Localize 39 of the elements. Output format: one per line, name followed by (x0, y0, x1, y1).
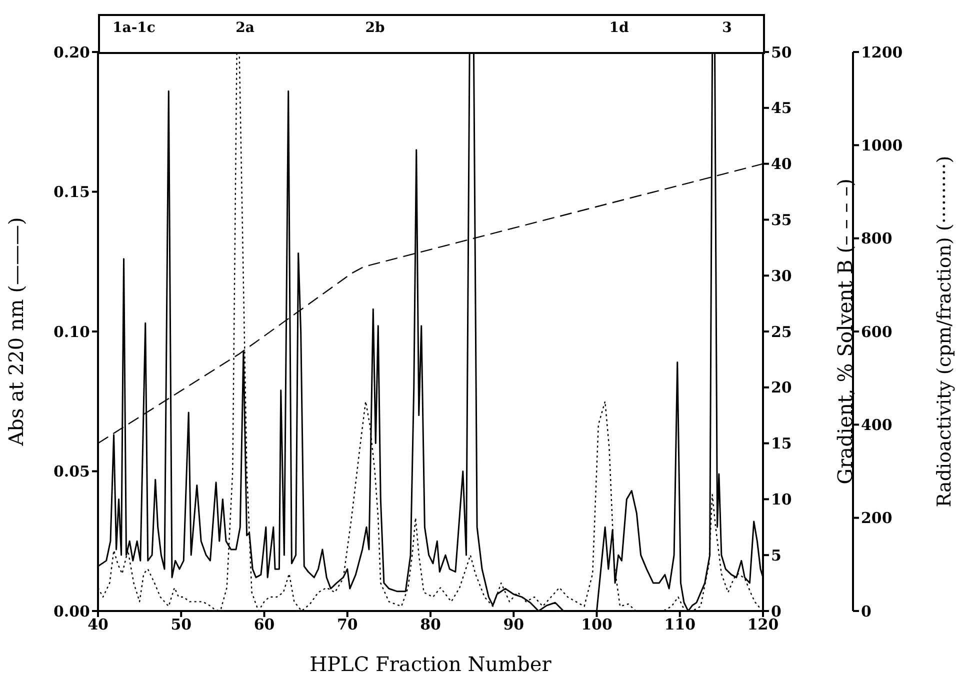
y2-tick-label: 15 (771, 434, 792, 453)
y-axis-title: Abs at 220 nm (———) (4, 217, 28, 447)
text: 2a (236, 20, 254, 36)
x-tick-label: 40 (88, 616, 108, 634)
y3-tick-label: 1000 (861, 136, 903, 154)
x-tick-label: 120 (747, 616, 779, 634)
y-tick-label: 0.20 (53, 43, 90, 62)
y2-tick-label: 25 (771, 322, 792, 341)
y2-tick-label: 5 (771, 546, 782, 564)
text: 1d (609, 20, 629, 36)
y3-tick-label: 800 (861, 230, 892, 248)
y2-tick-label: 35 (771, 211, 792, 230)
x-tick-label: 90 (503, 616, 524, 634)
y3-tick-label: 200 (861, 509, 892, 528)
x-tick-label: 80 (420, 616, 441, 634)
y2-tick-label: 45 (771, 99, 792, 118)
x-tick-label: 50 (170, 616, 192, 634)
x-tick-label: 100 (581, 616, 612, 634)
x-tick-label: 110 (664, 616, 696, 634)
y3-axis-title: Radioactivity (cpm/fraction) (··········) (934, 156, 956, 508)
y-tick-label: 0.05 (53, 462, 90, 481)
y3-tick-label: 600 (861, 322, 892, 341)
y2-tick-label: 20 (771, 378, 792, 397)
y-tick-label: 0.00 (53, 602, 90, 620)
text: 2b (365, 20, 385, 36)
y2-tick-label: 40 (771, 155, 792, 174)
x-axis-title: HPLC Fraction Number (310, 652, 552, 676)
text: 3 (722, 20, 732, 36)
y3-tick-label: 0 (861, 602, 872, 620)
y3-tick-label: 1200 (861, 43, 903, 62)
y2-tick-label: 30 (771, 266, 792, 285)
y3-tick-label: 400 (861, 416, 892, 434)
y-tick-label: 0.10 (53, 322, 90, 341)
text: 1a-1c (112, 20, 156, 36)
x-tick-label: 70 (336, 616, 358, 634)
x-tick-label: 60 (254, 616, 275, 634)
y-tick-label: 0.15 (53, 183, 90, 202)
y2-tick-label: 50 (771, 43, 792, 62)
y2-tick-label: 10 (771, 490, 792, 509)
